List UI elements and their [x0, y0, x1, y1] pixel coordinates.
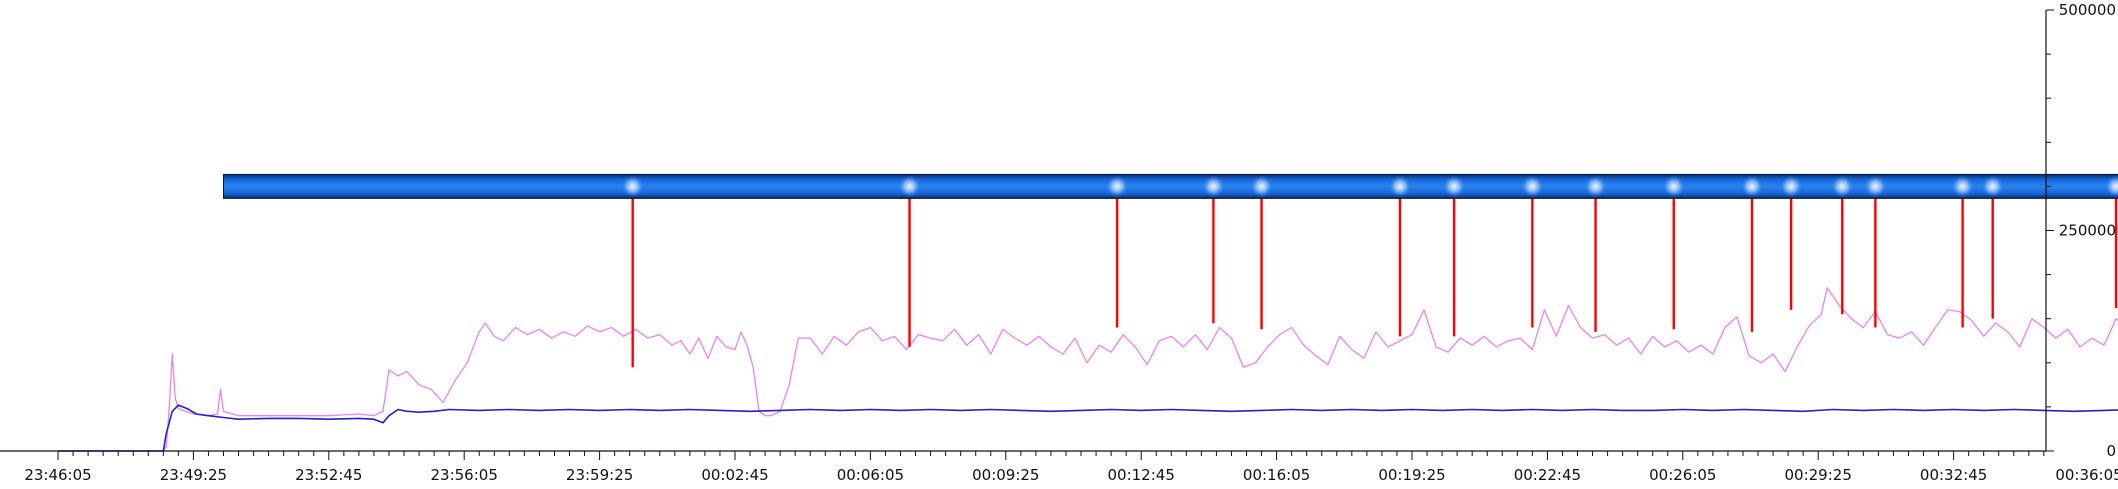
x-tick-label: 00:29:25: [1785, 466, 1852, 484]
x-tick-label: 00:06:05: [837, 466, 904, 484]
x-tick-label: 00:19:25: [1378, 466, 1445, 484]
timeline-band-highlight: [1981, 175, 2004, 198]
x-tick-label: 00:32:45: [1920, 466, 1987, 484]
x-tick-label: 00:36:05: [2055, 466, 2118, 484]
x-tick-label: 23:52:45: [295, 466, 362, 484]
x-tick-label: 00:16:05: [1243, 466, 1310, 484]
timeline-band-highlight: [1202, 175, 1225, 198]
x-tick-label: 00:02:45: [701, 466, 768, 484]
x-tick-label: 23:59:25: [566, 466, 633, 484]
timeline-band-highlight: [1662, 175, 1685, 198]
timeline-band: [222, 173, 2118, 199]
timeline-band-highlight: [621, 175, 644, 198]
timeline-band-highlight: [1951, 175, 1974, 198]
timeline-band-highlight: [1741, 175, 1764, 198]
timeline-band-highlight: [1584, 175, 1607, 198]
y-tick-label: 250000: [2059, 222, 2116, 240]
series-line-magenta: [58, 287, 2118, 452]
x-tick-label: 00:26:05: [1649, 466, 1716, 484]
x-tick-label: 00:12:45: [1108, 466, 1175, 484]
x-tick-label: 00:09:25: [972, 466, 1039, 484]
timeline-band-highlight: [1106, 175, 1129, 198]
timeline-band-highlight: [1388, 175, 1411, 198]
timeline-band-highlight: [1831, 175, 1854, 198]
timeline-band-highlight: [2105, 175, 2118, 198]
timeline-band-highlight: [1521, 175, 1544, 198]
x-tick-label: 00:22:45: [1514, 466, 1581, 484]
x-tick-label: 23:49:25: [160, 466, 227, 484]
timeline-band-highlight: [1443, 175, 1466, 198]
timeline-band-highlight: [1780, 175, 1803, 198]
x-tick-label: 23:56:05: [431, 466, 498, 484]
timeline-band-highlight: [898, 175, 921, 198]
y-tick-label: 0: [2106, 442, 2116, 460]
y-tick-label: 500000: [2059, 1, 2116, 19]
series-line-blue: [58, 404, 2118, 452]
x-tick-label: 23:46:05: [24, 466, 91, 484]
timeline-band-highlight: [1864, 175, 1887, 198]
timeline-band-highlight: [1250, 175, 1273, 198]
